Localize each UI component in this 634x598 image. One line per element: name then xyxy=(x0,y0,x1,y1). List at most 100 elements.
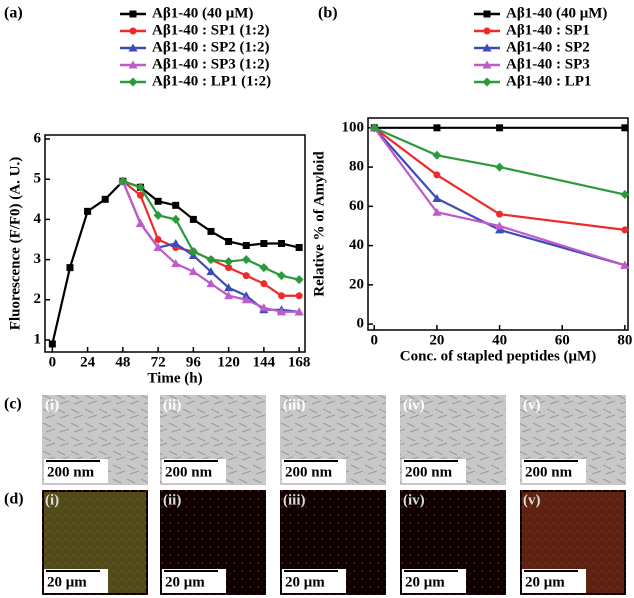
data-point xyxy=(621,124,629,132)
data-point xyxy=(259,263,269,273)
data-point xyxy=(496,124,504,132)
legend-marker xyxy=(483,10,491,18)
panel-label: (v) xyxy=(523,492,541,508)
series-line xyxy=(373,127,626,267)
legend-marker xyxy=(128,43,138,52)
panel-label: (ii) xyxy=(163,492,181,508)
y-axis-label: Relative % of Amyloid xyxy=(311,151,327,297)
data-point xyxy=(206,255,216,265)
legend-label: Aβ1-40 : SP2 (1:2) xyxy=(152,39,269,55)
data-point xyxy=(224,291,234,300)
data-point xyxy=(171,214,181,224)
scale-bar-bg xyxy=(402,569,466,593)
legend-label: Aβ1-40 (40 μM) xyxy=(152,5,253,21)
panel-label: (v) xyxy=(523,397,541,413)
scale-bar-label: 20 μm xyxy=(405,574,445,590)
scale-bar-bg xyxy=(522,569,586,593)
data-point xyxy=(48,340,56,348)
y-tick-label: 5 xyxy=(34,171,42,187)
data-point xyxy=(620,260,630,269)
y-tick-label: 2 xyxy=(34,291,42,307)
data-point xyxy=(153,210,163,220)
scale-bar-label: 20 μm xyxy=(165,574,205,590)
data-point xyxy=(276,271,286,281)
panel-label: (iii) xyxy=(283,397,306,413)
series-line xyxy=(373,126,626,231)
panel-label: (iv) xyxy=(403,492,425,508)
series-line xyxy=(122,180,300,297)
x-tick-label: 168 xyxy=(288,354,311,370)
x-tick-label: 72 xyxy=(151,354,166,370)
legend-label: Aβ1-40 : SP1 xyxy=(506,22,590,38)
data-point xyxy=(294,275,304,285)
data-point xyxy=(295,292,303,300)
data-point xyxy=(153,243,163,252)
data-point xyxy=(224,257,234,267)
data-point xyxy=(433,171,441,179)
panel-label: (i) xyxy=(45,397,59,413)
legend-marker xyxy=(129,10,137,18)
legend-marker xyxy=(128,60,138,69)
x-tick-label: 24 xyxy=(80,354,96,370)
scale-bar-bg xyxy=(522,459,586,483)
row-label: (d) xyxy=(4,491,24,508)
panel-label: (a) xyxy=(4,5,23,22)
row-label: (c) xyxy=(4,396,22,413)
x-tick-label: 0 xyxy=(371,332,379,348)
x-tick-label: 20 xyxy=(429,332,444,348)
y-tick-label: 1 xyxy=(34,331,42,347)
data-point xyxy=(66,264,74,272)
legend-marker xyxy=(482,43,492,52)
scale-bar-label: 200 nm xyxy=(525,464,573,480)
legend-label: Aβ1-40 : SP2 xyxy=(506,39,590,55)
data-point xyxy=(188,247,198,257)
data-point xyxy=(188,267,198,276)
scale-bar-label: 200 nm xyxy=(47,464,95,480)
plot-frame xyxy=(367,117,629,331)
data-point xyxy=(241,295,251,304)
y-tick-label: 80 xyxy=(349,159,364,175)
data-point xyxy=(225,264,233,272)
data-point xyxy=(135,218,145,227)
panel-label: (iv) xyxy=(403,397,425,413)
data-point xyxy=(118,176,128,186)
scale-bar-label: 200 nm xyxy=(405,464,453,480)
data-point xyxy=(432,193,442,202)
data-point xyxy=(207,227,215,235)
legend-marker xyxy=(128,77,138,87)
y-tick-label: 4 xyxy=(34,211,42,227)
x-tick-label: 0 xyxy=(49,354,57,370)
legend-label: Aβ1-40 : SP3 (1:2) xyxy=(152,56,269,72)
data-point xyxy=(154,235,162,243)
data-point xyxy=(171,239,181,247)
data-point xyxy=(432,207,442,216)
legend-label: Aβ1-40 (40 μM) xyxy=(506,5,607,21)
scale-bar-bg xyxy=(282,459,346,483)
data-point xyxy=(171,259,181,268)
data-point xyxy=(206,267,216,276)
x-axis-label: Time (h) xyxy=(147,370,202,386)
legend-marker xyxy=(129,27,137,35)
scale-bar-label: 200 nm xyxy=(285,464,333,480)
data-point xyxy=(276,307,286,316)
x-tick-label: 40 xyxy=(492,332,507,348)
y-tick-label: 100 xyxy=(342,119,365,135)
plot-frame xyxy=(44,134,306,353)
scale-bar-bg xyxy=(162,459,226,483)
data-point xyxy=(259,303,269,312)
panel-label: (iii) xyxy=(283,492,306,508)
data-point xyxy=(294,307,304,316)
data-point xyxy=(241,255,251,265)
data-point xyxy=(369,123,379,133)
data-point xyxy=(135,182,145,192)
x-tick-label: 120 xyxy=(217,354,240,370)
data-point xyxy=(433,124,441,132)
scale-bar-label: 20 μm xyxy=(525,574,565,590)
legend-label: Aβ1-40 : LP1 xyxy=(506,73,591,89)
scale-bar-bg xyxy=(44,569,108,593)
data-point xyxy=(277,292,285,300)
scale-bar-bg xyxy=(162,569,226,593)
data-point xyxy=(154,197,162,205)
x-tick-label: 60 xyxy=(555,332,570,348)
data-point xyxy=(260,280,268,288)
